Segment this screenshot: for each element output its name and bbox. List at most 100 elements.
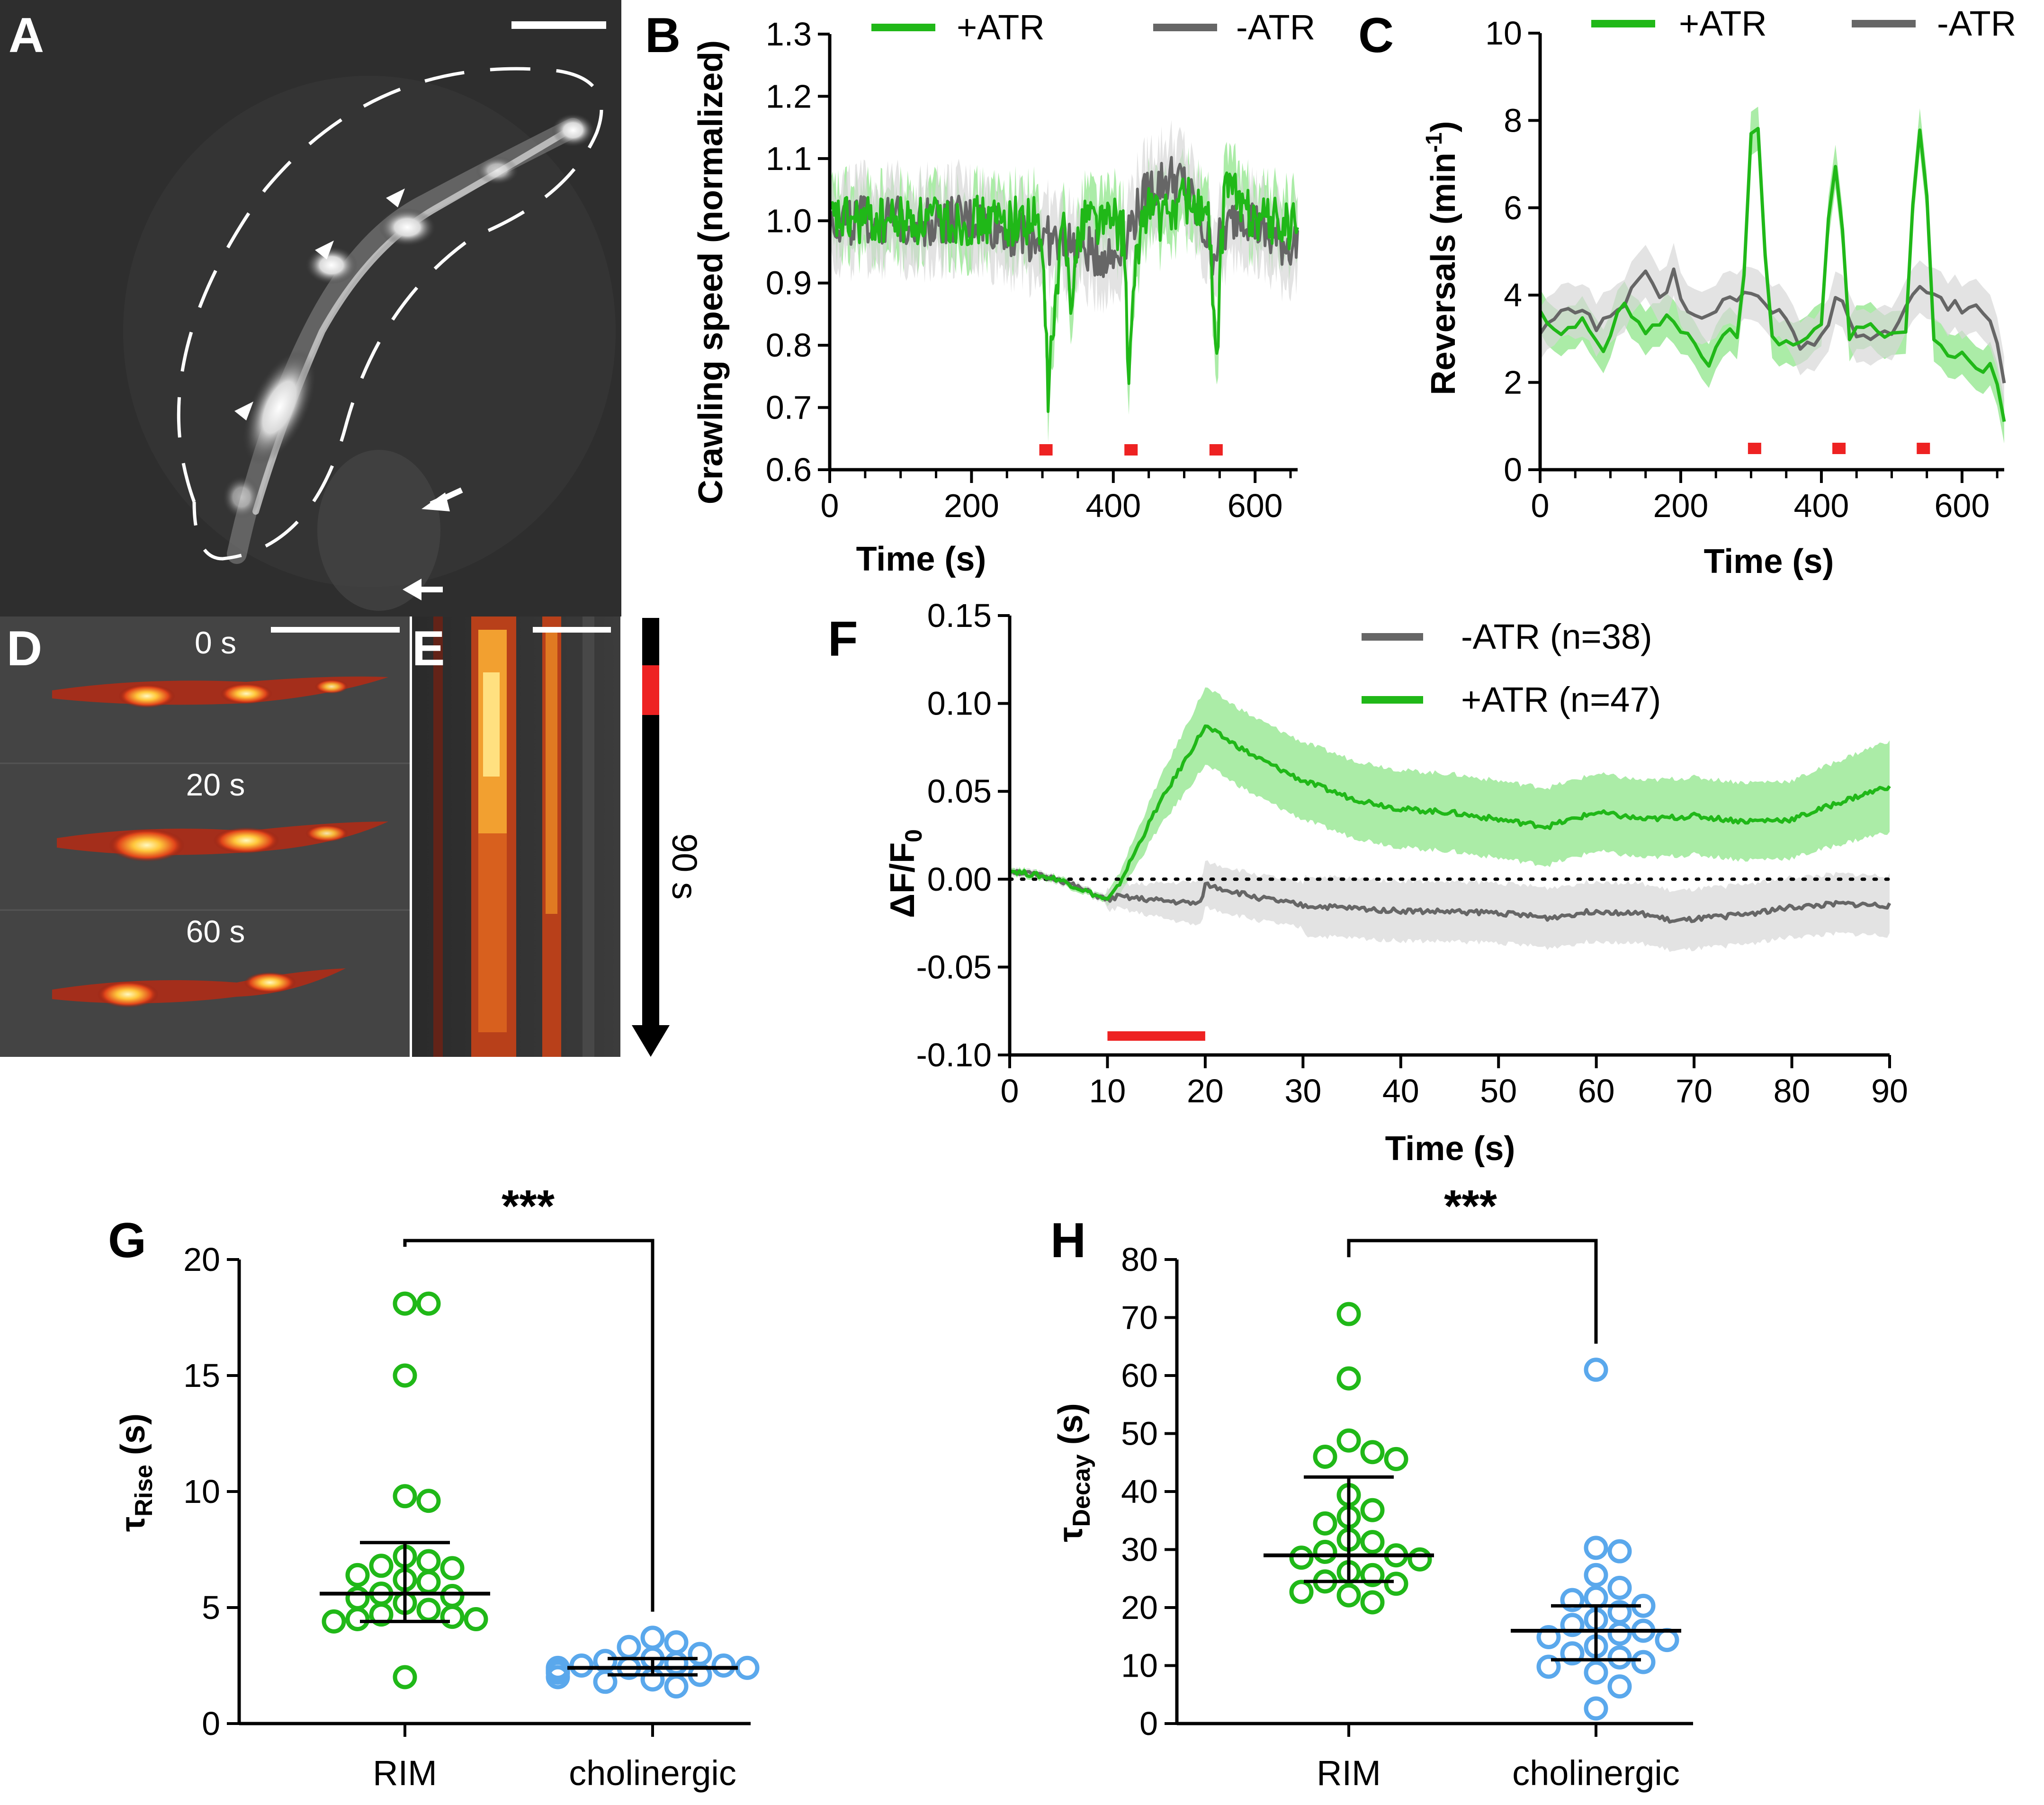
legend-label: -ATR (n=38) [1461,617,1652,656]
category-label: RIM [373,1753,437,1793]
y-tick-label: 60 [1121,1357,1158,1394]
data-point [1560,1613,1585,1637]
confidence-band [1010,860,1890,952]
stimulus-mark [1832,443,1846,454]
data-point [1607,1539,1632,1564]
data-point [1360,1590,1385,1615]
y-tick-label: 15 [183,1357,220,1394]
panel-e-kymograph: E 90 s [412,617,704,1057]
category-label: RIM [1317,1753,1381,1793]
data-point [345,1586,370,1610]
confidence-bands [830,120,1298,443]
data-point [593,1670,618,1694]
stimulus-mark [1039,444,1053,456]
x-tick-label: 0 [1531,487,1550,524]
chart-series [1538,126,2006,422]
category-label: cholinergic [1512,1753,1680,1793]
y-tick-label: 20 [183,1241,220,1278]
chart-axes: -0.10 -0.05 0.00 0.05 0.10 0.15 0 10 20 30 40 50 60 7… [916,597,1908,1109]
data-point [322,1609,346,1634]
y-tick-label: 0 [1139,1705,1158,1742]
y-tick-label: 0.15 [927,597,992,634]
series-line [1009,869,1892,924]
data-point [1584,1563,1608,1587]
y-tick-label: 0.7 [766,389,812,426]
data-point [1360,1498,1385,1522]
data-point [1536,1625,1561,1649]
legend-label: -ATR [1236,8,1315,47]
data-point [569,1653,594,1678]
data-point [416,1489,441,1513]
panel-label-a: A [9,8,44,63]
data-point [1607,1575,1632,1600]
chart-tau-rise: 0 5 10 15 20 RIM cholinergic *** τRise (s) [114,1181,760,1793]
series-line [1008,724,1891,901]
data-point [1360,1563,1385,1587]
data-point [1336,1583,1361,1608]
y-tick-label: 20 [1121,1589,1158,1626]
data-point [1536,1654,1561,1679]
data-point [1384,1572,1408,1596]
chart-axes: 0 2 4 6 8 10 0 200 400 600 [1485,15,2004,524]
series-line [1538,126,2006,422]
y-tick-label: 5 [202,1589,220,1626]
scale-bar [511,21,606,29]
legend-label: +ATR [957,8,1045,47]
y-tick-label: 0.6 [766,451,812,488]
data-point [416,1598,441,1622]
stimulus-window [642,665,659,715]
panel-d-timelapse: D 0 s 20 s 60 s [0,617,410,1057]
data-point [440,1605,465,1629]
data-point [369,1602,394,1627]
y-tick-label: 0.05 [927,773,992,810]
panel-label-d: D [7,621,42,676]
data-point [1360,1440,1385,1465]
data-point [1584,1696,1608,1721]
x-axis-label: Time (s) [1704,543,1834,581]
x-axis-label: Time (s) [1385,1130,1515,1168]
stimulus-marks [1039,444,1223,456]
median-iqr [1264,1475,1681,1662]
series-line [828,171,1299,413]
frame-time-label: 20 s [186,767,245,802]
stimulus-mark [1124,444,1138,456]
data-point [393,1291,417,1316]
y-tick-label: 0 [202,1705,220,1742]
y-tick-label: 0.10 [927,685,992,722]
data-point [1289,1546,1314,1570]
stimulus-bar [1008,877,1892,1041]
data-point [664,1630,689,1654]
data-point [735,1655,760,1680]
x-tick-label: 0 [821,487,839,524]
significance-label: *** [1444,1181,1497,1232]
panel-label-c: C [1358,8,1394,63]
x-tick-label: 70 [1676,1072,1712,1109]
data-point [1607,1621,1632,1646]
significance-bracket [1347,1239,1598,1344]
chart-series [1008,724,1892,924]
x-tick-label: 0 [1001,1072,1019,1109]
data-point [1560,1588,1585,1612]
data-point [688,1642,712,1666]
data-point [1336,1428,1361,1453]
data-point [440,1556,465,1581]
cell-body [242,350,316,465]
median-iqr [320,1541,738,1677]
y-tick-label: 1.3 [766,16,812,53]
data-point [345,1607,370,1631]
data-point [1584,1660,1608,1685]
y-axis-label: Reversals (min-1) [1422,121,1462,395]
kymograph-time-span: 90 s [665,833,704,900]
panel-label-b: B [645,8,681,63]
y-tick-label: 0.9 [766,265,812,302]
y-tick-label: 0.00 [927,861,992,898]
x-tick-label: 50 [1480,1072,1517,1109]
data-point [1384,1447,1408,1471]
stimulus-marks [1748,443,1930,454]
data-point [664,1674,689,1699]
x-tick-label: 600 [1228,487,1283,524]
data-point [416,1570,441,1594]
chart-crawling-speed: 0.6 0.7 0.8 0.9 1.0 1.1 1.2 1.3 0 200 400 600 Time … [692,8,1315,578]
data-point [1655,1628,1679,1653]
